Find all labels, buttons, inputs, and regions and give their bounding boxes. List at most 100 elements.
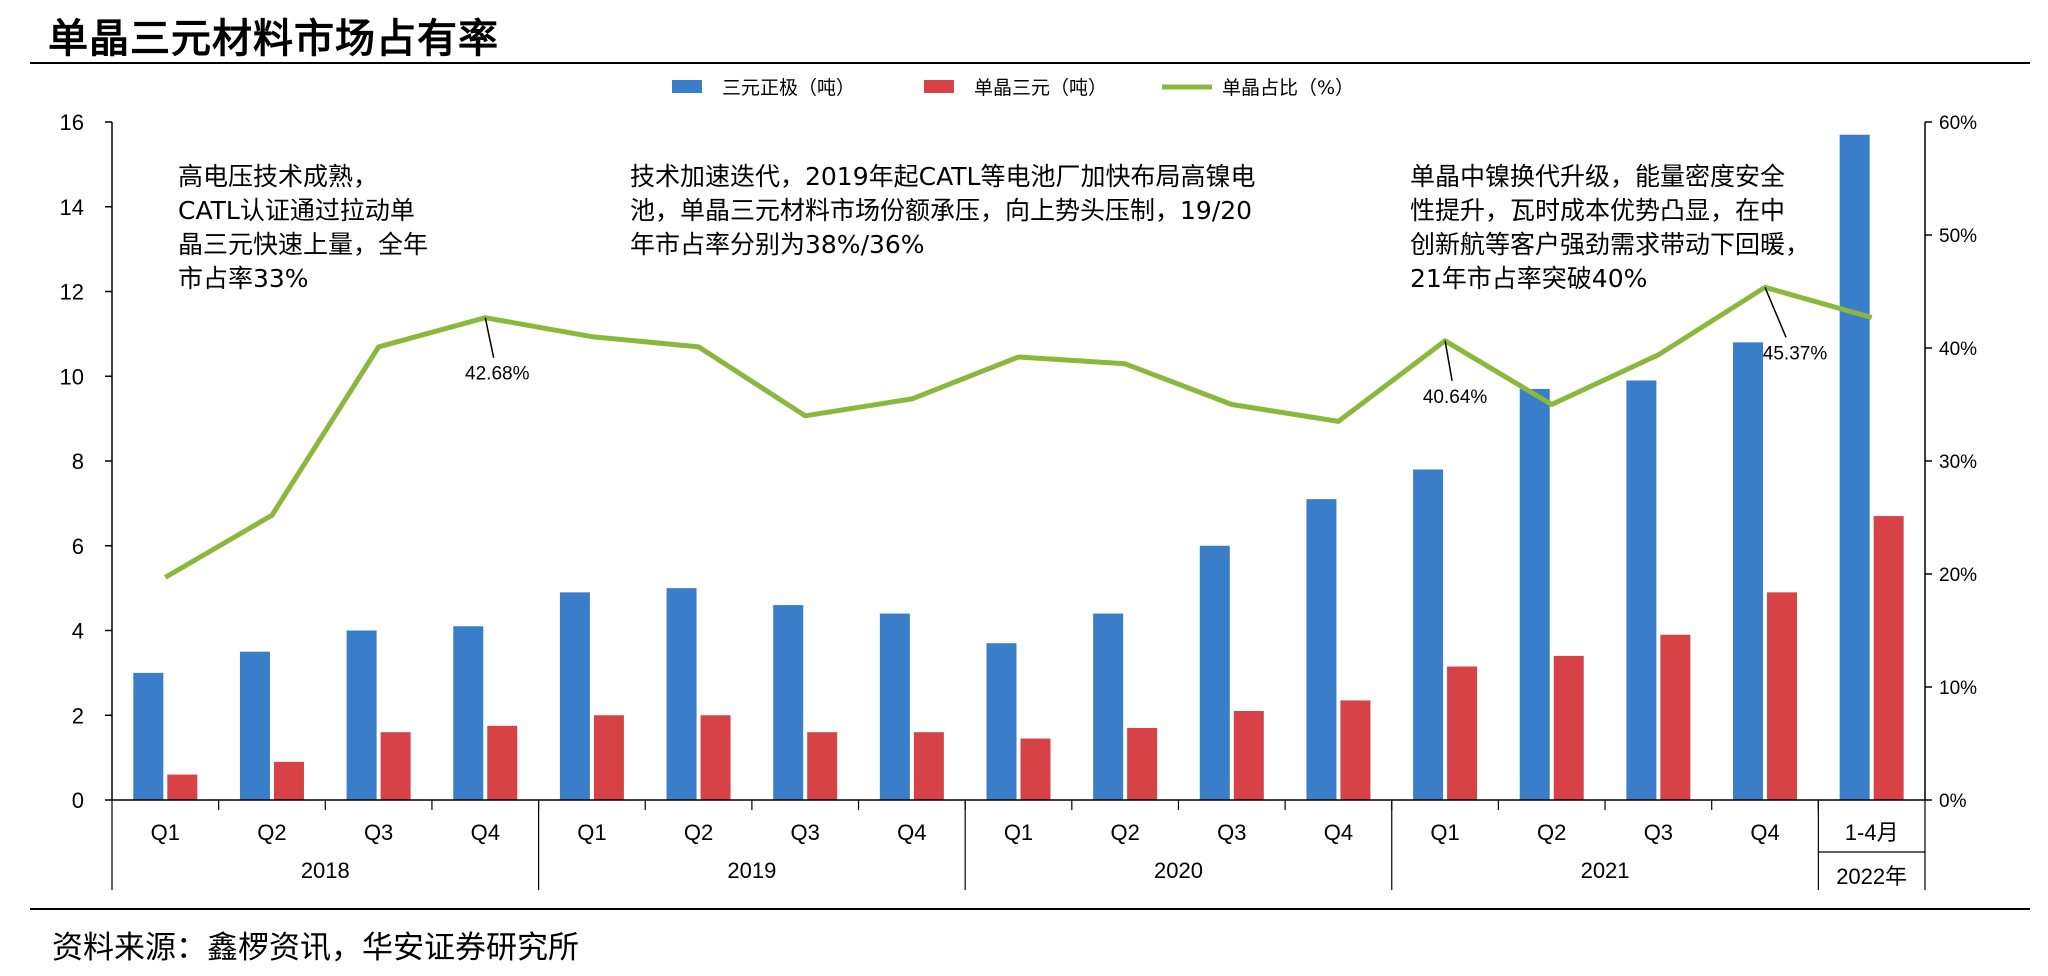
source-note: 资料来源：鑫椤资讯，华安证券研究所: [52, 930, 579, 966]
bar-ternary-cathode: [879, 613, 910, 800]
y-left-tick-label: 12: [60, 280, 84, 305]
label-leader-line: [1444, 340, 1453, 381]
y-right-tick-label: 40%: [1939, 339, 1977, 360]
bar-ternary-cathode: [1519, 388, 1550, 800]
bar-single-crystal: [1340, 700, 1371, 800]
y-right-tick-label: 60%: [1939, 113, 1977, 134]
y-right-tick-label: 10%: [1939, 678, 1977, 699]
legend-label: 三元正极（吨）: [722, 77, 855, 99]
bar-ternary-cathode: [1413, 469, 1444, 800]
x-tick-label: Q3: [364, 820, 393, 845]
bar-single-crystal: [273, 761, 304, 800]
annotation-line: 市占率33%: [178, 264, 309, 293]
data-label: 42.68%: [465, 364, 530, 385]
data-label: 40.64%: [1423, 387, 1488, 408]
y-left-tick-label: 16: [60, 110, 84, 135]
bar-single-crystal: [380, 732, 411, 800]
annotation-2019-2020: 技术加速迭代，2019年起CATL等电池厂加快布局高镍电 池，单晶三元材料市场份…: [630, 160, 1255, 262]
annotation-line: 技术加速迭代，2019年起CATL等电池厂加快布局高镍电: [630, 162, 1256, 191]
annotation-line: 高电压技术成熟，: [178, 162, 379, 191]
bar-single-crystal: [1553, 655, 1584, 800]
x-tick-label: 1-4月: [1845, 820, 1899, 845]
bar-ternary-cathode: [1306, 499, 1337, 800]
y-left-tick-label: 6: [72, 534, 84, 559]
annotation-line: 性提升，瓦时成本优势凸显，在中: [1410, 196, 1786, 225]
legend-swatch: [924, 80, 954, 93]
bar-single-crystal: [1660, 634, 1691, 800]
x-tick-label: Q1: [1430, 820, 1459, 845]
label-leader-line: [1764, 287, 1787, 338]
bar-ternary-cathode: [133, 672, 164, 800]
legend-label: 单晶三元（吨）: [974, 77, 1107, 99]
annotation-2018: 高电压技术成熟， CATL认证通过拉动单 晶三元快速上量，全年 市占率33%: [178, 160, 428, 296]
bar-ternary-cathode: [1093, 613, 1124, 800]
source-divider: [30, 908, 2030, 910]
annotation-line: 年市占率分别为38%/36%: [630, 230, 925, 259]
data-label: 45.37%: [1763, 343, 1828, 364]
bar-ternary-cathode: [346, 630, 377, 800]
x-tick-label: Q1: [151, 820, 180, 845]
x-tick-label: Q3: [791, 820, 820, 845]
x-tick-label: Q2: [257, 820, 286, 845]
annotation-line: CATL认证通过拉动单: [178, 196, 415, 225]
group-label: 2020: [1154, 858, 1203, 883]
x-tick-label: Q1: [577, 820, 606, 845]
y-right-tick-label: 30%: [1939, 452, 1977, 473]
y-right-tick-label: 20%: [1939, 565, 1977, 586]
bars: [133, 134, 1904, 800]
y-right-tick-label: 0%: [1939, 791, 1967, 812]
y-left-tick-label: 14: [60, 195, 84, 220]
bar-ternary-cathode: [1733, 342, 1764, 800]
line-single-crystal-share: [164, 284, 1873, 580]
x-axis: Q1 Q2 Q3 Q4 Q1 Q2 Q3 Q4 Q1 Q2 Q3 Q4 Q1 Q2 Q3 Q4 1-4月 2018…: [111, 799, 1926, 890]
bar-single-crystal: [1233, 711, 1264, 800]
page-title: 单晶三元材料市场占有率: [48, 16, 499, 62]
bar-single-crystal: [1447, 666, 1478, 800]
x-tick-label: Q2: [1110, 820, 1139, 845]
group-label: 2019: [727, 858, 776, 883]
y-left-tick-label: 4: [72, 619, 84, 644]
chart: 三元正极（吨） 单晶三元（吨） 单晶占比（%） 0 2 4 6 8 10 12 14 16 0% 10%…: [60, 77, 1977, 890]
y-right-tick-label: 50%: [1939, 226, 1977, 247]
bar-single-crystal: [1873, 516, 1904, 800]
label-leader-line: [484, 317, 495, 358]
x-tick-label: Q2: [1537, 820, 1566, 845]
bar-ternary-cathode: [559, 592, 590, 800]
line-series: 42.68% 40.64% 45.37%: [164, 284, 1873, 580]
group-label: 2022年: [1836, 864, 1907, 889]
group-label: 2021: [1581, 858, 1630, 883]
y-left-tick-label: 0: [72, 788, 84, 813]
bar-single-crystal: [167, 774, 198, 800]
bar-single-crystal: [1020, 738, 1051, 800]
annotation-line: 创新航等客户强劲需求带动下回暖，: [1410, 230, 1811, 259]
legend: 三元正极（吨） 单晶三元（吨） 单晶占比（%）: [672, 77, 1354, 99]
group-label: 2018: [301, 858, 350, 883]
bar-single-crystal: [807, 732, 838, 800]
bar-ternary-cathode: [666, 588, 697, 800]
bar-ternary-cathode: [773, 605, 804, 800]
title-divider: [30, 62, 2030, 64]
bar-ternary-cathode: [1199, 545, 1230, 800]
annotation-line: 单晶中镍换代升级，能量密度安全: [1410, 162, 1786, 191]
y-left-tick-label: 8: [72, 449, 84, 474]
x-tick-label: Q4: [1324, 820, 1353, 845]
x-tick-label: Q3: [1217, 820, 1246, 845]
bar-single-crystal: [913, 732, 944, 800]
bar-ternary-cathode: [453, 626, 484, 800]
x-tick-label: Q3: [1644, 820, 1673, 845]
y-left-tick-label: 10: [60, 364, 84, 389]
annotation-line: 晶三元快速上量，全年: [178, 230, 429, 259]
bar-single-crystal: [487, 725, 518, 800]
y-left-tick-label: 2: [72, 703, 84, 728]
bar-ternary-cathode: [1626, 380, 1657, 800]
x-tick-label: Q4: [471, 820, 500, 845]
bar-single-crystal: [1767, 592, 1798, 800]
annotation-line: 池，单晶三元材料市场份额承压，向上势头压制，19/20: [630, 196, 1253, 225]
bar-single-crystal: [700, 715, 731, 800]
bar-ternary-cathode: [1839, 134, 1870, 800]
x-tick-label: Q1: [1004, 820, 1033, 845]
x-tick-label: Q2: [684, 820, 713, 845]
bar-single-crystal: [593, 715, 624, 800]
annotation-2021: 单晶中镍换代升级，能量密度安全 性提升，瓦时成本优势凸显，在中 创新航等客户强劲…: [1410, 160, 1810, 296]
bar-ternary-cathode: [239, 651, 270, 800]
